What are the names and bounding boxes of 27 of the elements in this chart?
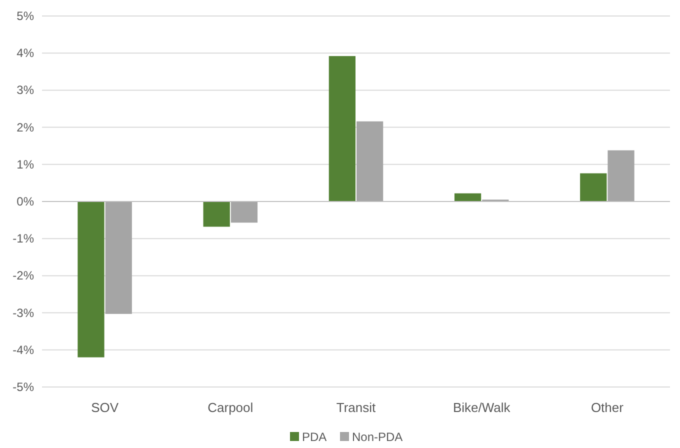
x-tick-label: SOV xyxy=(91,400,119,415)
bar xyxy=(454,193,482,202)
x-tick-label: Transit xyxy=(336,400,376,415)
y-tick-label: -5% xyxy=(12,380,34,394)
y-tick-label: 2% xyxy=(16,120,34,134)
x-tick-label: Other xyxy=(590,400,624,415)
y-tick-label: 3% xyxy=(16,83,34,98)
y-tick-label: -1% xyxy=(12,232,34,246)
bar xyxy=(608,150,634,202)
bar xyxy=(203,202,230,227)
legend-label: PDA xyxy=(302,430,327,444)
x-tick-label: Carpool xyxy=(208,400,254,415)
y-tick-label: 1% xyxy=(16,157,34,172)
bar xyxy=(580,173,607,202)
y-tick-label: -2% xyxy=(12,268,34,283)
y-tick-label: 0% xyxy=(16,194,34,208)
bar xyxy=(328,56,356,202)
y-tick-label: 4% xyxy=(16,46,34,60)
bar xyxy=(105,202,132,314)
y-tick-label: 5% xyxy=(16,9,34,23)
legend-label: Non-PDA xyxy=(352,430,403,444)
x-tick-label: Bike/Walk xyxy=(452,400,511,415)
bar xyxy=(78,202,104,358)
y-tick-label: -4% xyxy=(12,342,34,357)
y-tick-label: -3% xyxy=(12,306,34,320)
bar xyxy=(230,202,258,223)
bar xyxy=(356,121,384,202)
